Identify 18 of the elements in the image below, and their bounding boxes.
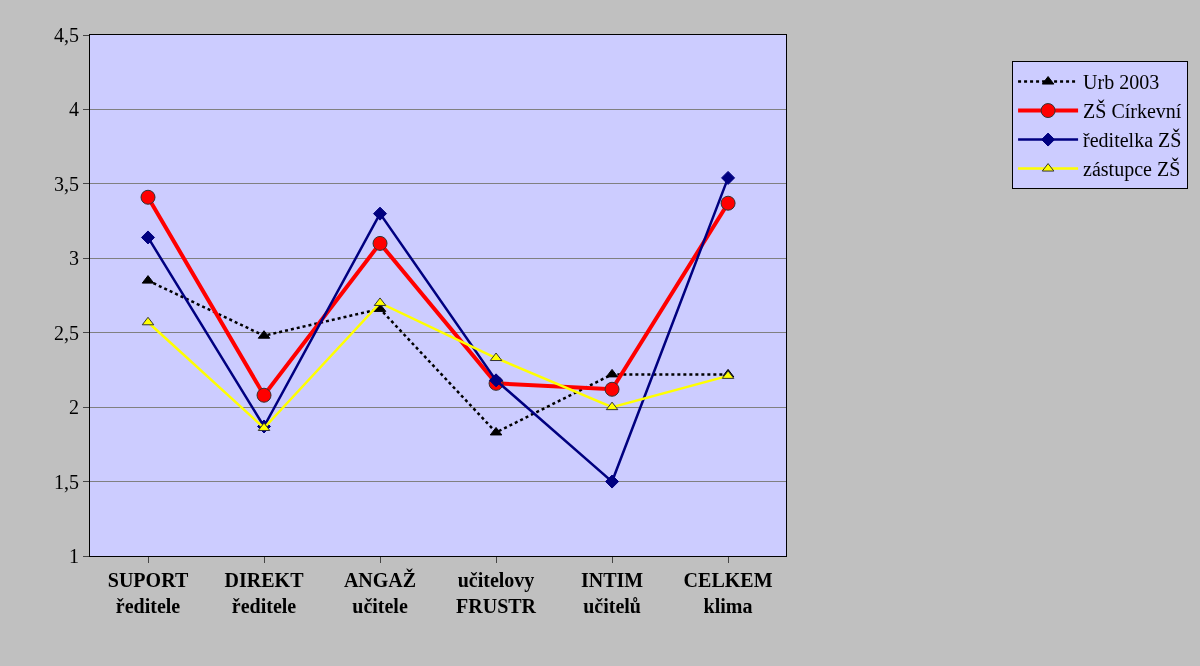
x-tick-label: DIREKT ředitele	[224, 569, 305, 617]
legend-label: ředitelka ZŠ	[1083, 128, 1182, 152]
y-tick-label: 1,5	[54, 470, 79, 493]
x-tick-label: CELKEM klima	[683, 569, 773, 617]
y-tick-label: 1	[69, 545, 79, 567]
x-tick-label: SUPORT ředitele	[107, 569, 189, 617]
y-tick-label: 2,5	[54, 321, 79, 344]
legend-label: zástupce ZŠ	[1083, 157, 1181, 182]
y-tick-label: 3	[69, 247, 79, 270]
y-tick-label: 4	[69, 98, 79, 121]
y-tick-label: 4,5	[54, 24, 79, 46]
x-tick-label: INTIM učitelů	[580, 569, 644, 617]
x-tick-label: ANGAŽ učitele	[343, 568, 417, 617]
y-tick-label: 3,5	[54, 172, 79, 195]
legend-label: ZŠ Církevní	[1083, 99, 1182, 123]
x-tick-label: učitelovy FRUSTR	[456, 569, 537, 617]
y-tick-label: 2	[69, 396, 79, 419]
legend-label: Urb 2003	[1083, 71, 1160, 94]
